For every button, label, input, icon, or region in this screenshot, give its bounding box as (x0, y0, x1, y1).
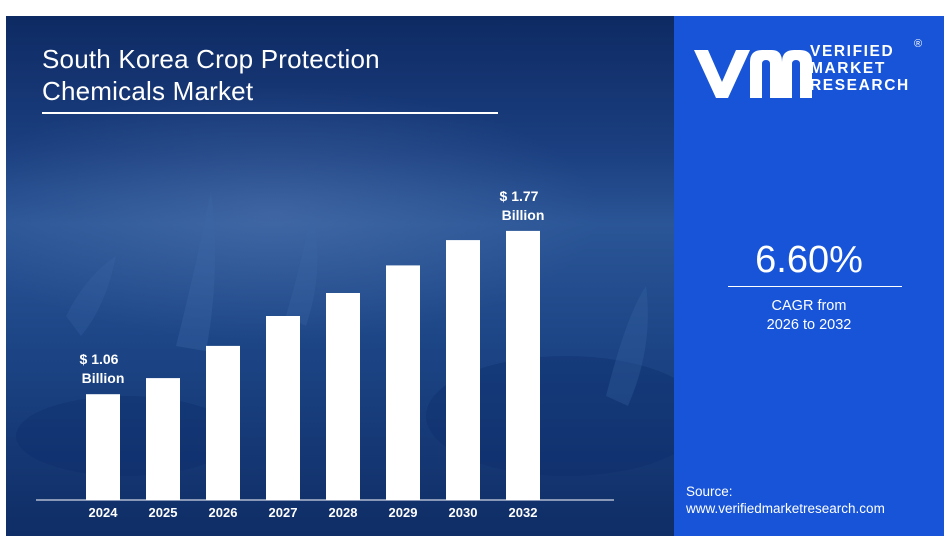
x-tick-label-2026: 2026 (209, 505, 238, 520)
infographic-frame: South Korea Crop Protection Chemicals Ma… (6, 16, 944, 536)
field-background-texture (16, 191, 674, 476)
cagr-value: 6.60% (755, 239, 863, 281)
x-tick-label-2032: 2032 (509, 505, 538, 520)
source-note: Source: www.verifiedmarketresearch.com (686, 483, 885, 517)
title-underline (42, 112, 498, 114)
source-label: Source: (686, 484, 733, 499)
cagr-divider (728, 286, 902, 287)
data-label-2024: $ 1.06 Billion (80, 351, 125, 386)
brand-name: VERIFIED MARKET RESEARCH (810, 43, 910, 94)
data-label-group: $ 1.06 Billion $ 1.77 Billion (80, 188, 545, 386)
brand-line-2: MARKET (810, 60, 886, 77)
registered-mark: ® (914, 38, 923, 50)
x-tick-label-2029: 2029 (389, 505, 418, 520)
x-tick-label-2027: 2027 (269, 505, 298, 520)
bar-2028 (326, 293, 360, 500)
chart-title-line-1: South Korea Crop Protection (42, 44, 380, 74)
brand-line-3: RESEARCH (810, 77, 910, 94)
bar-group (86, 230, 540, 500)
bar-2032 (506, 230, 540, 500)
summary-panel: VERIFIED MARKET RESEARCH ® 6.60% CAGR fr… (674, 16, 944, 536)
vmr-logo-icon (694, 50, 812, 98)
cagr-label-line-2: 2026 to 2032 (766, 317, 852, 333)
cagr-label: CAGR from 2026 to 2032 (674, 297, 944, 335)
tick-label-group: 2024 2025 2026 2027 2028 2029 2030 2032 (89, 505, 538, 520)
bar-2026 (206, 345, 240, 500)
chart-panel: South Korea Crop Protection Chemicals Ma… (6, 16, 674, 536)
source-url[interactable]: www.verifiedmarketresearch.com (686, 501, 885, 516)
bar-2025 (146, 378, 180, 500)
chart-title: South Korea Crop Protection Chemicals Ma… (42, 43, 502, 107)
x-tick-label-2028: 2028 (329, 505, 358, 520)
data-label-2032: $ 1.77 Billion (500, 188, 545, 223)
bar-2030 (446, 240, 480, 500)
brand-line-1: VERIFIED (810, 43, 895, 60)
chart-title-line-2: Chemicals Market (42, 76, 254, 106)
x-tick-label-2024: 2024 (89, 505, 119, 520)
bar-2029 (386, 265, 420, 500)
x-tick-label-2030: 2030 (449, 505, 478, 520)
bar-2024 (86, 394, 120, 500)
bar-2027 (266, 316, 300, 500)
cagr-label-line-1: CAGR from (771, 298, 847, 314)
bar-chart: $ 1.06 Billion$ 1.77 Billion 2024 2025 2026 2… (36, 188, 614, 520)
x-tick-label-2025: 2025 (149, 505, 178, 520)
